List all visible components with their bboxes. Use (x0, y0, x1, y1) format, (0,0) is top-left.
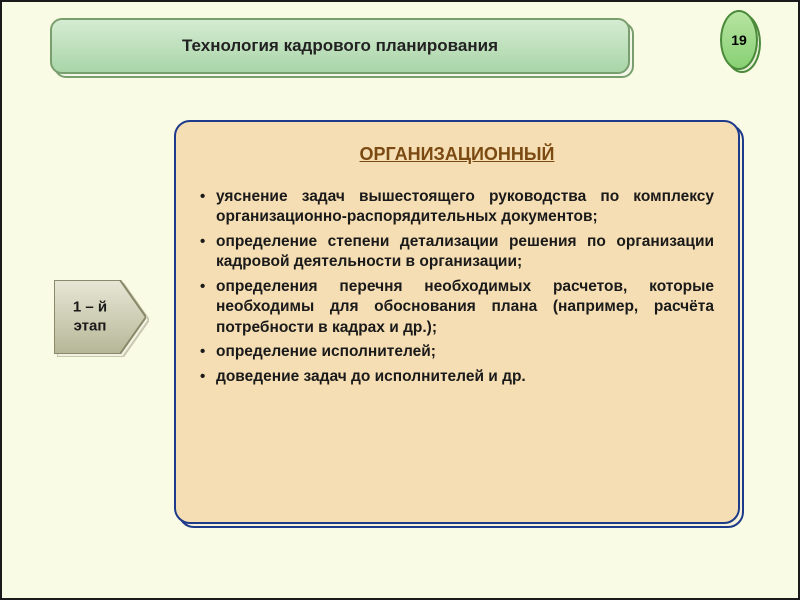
list-item: уяснение задач вышестоящего руководства … (200, 187, 714, 228)
list-item: определение исполнителей; (200, 342, 714, 362)
content-box: ОРГАНИЗАЦИОННЫЙ уяснение задач вышестоящ… (174, 120, 740, 524)
title-bar: Технология кадрового планирования (50, 18, 630, 74)
slide: Технология кадрового планирования 19 (0, 0, 800, 600)
page-badge-container: 19 (720, 10, 758, 70)
stage-arrow-container: 1 – й этап (54, 280, 146, 354)
list-item: доведение задач до исполнителей и др. (200, 367, 714, 387)
content-container: ОРГАНИЗАЦИОННЫЙ уяснение задач вышестоящ… (174, 120, 740, 524)
content-heading: ОРГАНИЗАЦИОННЫЙ (200, 144, 714, 165)
list-item: определение степени детализации решения … (200, 232, 714, 273)
page-number-badge: 19 (720, 10, 758, 70)
stage-label: 1 – й этап (62, 298, 118, 336)
stage-arrow: 1 – й этап (54, 280, 146, 354)
content-list: уяснение задач вышестоящего руководства … (200, 187, 714, 387)
list-item: определения перечня необходимых расчетов… (200, 277, 714, 338)
slide-title: Технология кадрового планирования (182, 36, 498, 56)
title-container: Технология кадрового планирования (50, 18, 630, 74)
page-number: 19 (731, 33, 747, 48)
